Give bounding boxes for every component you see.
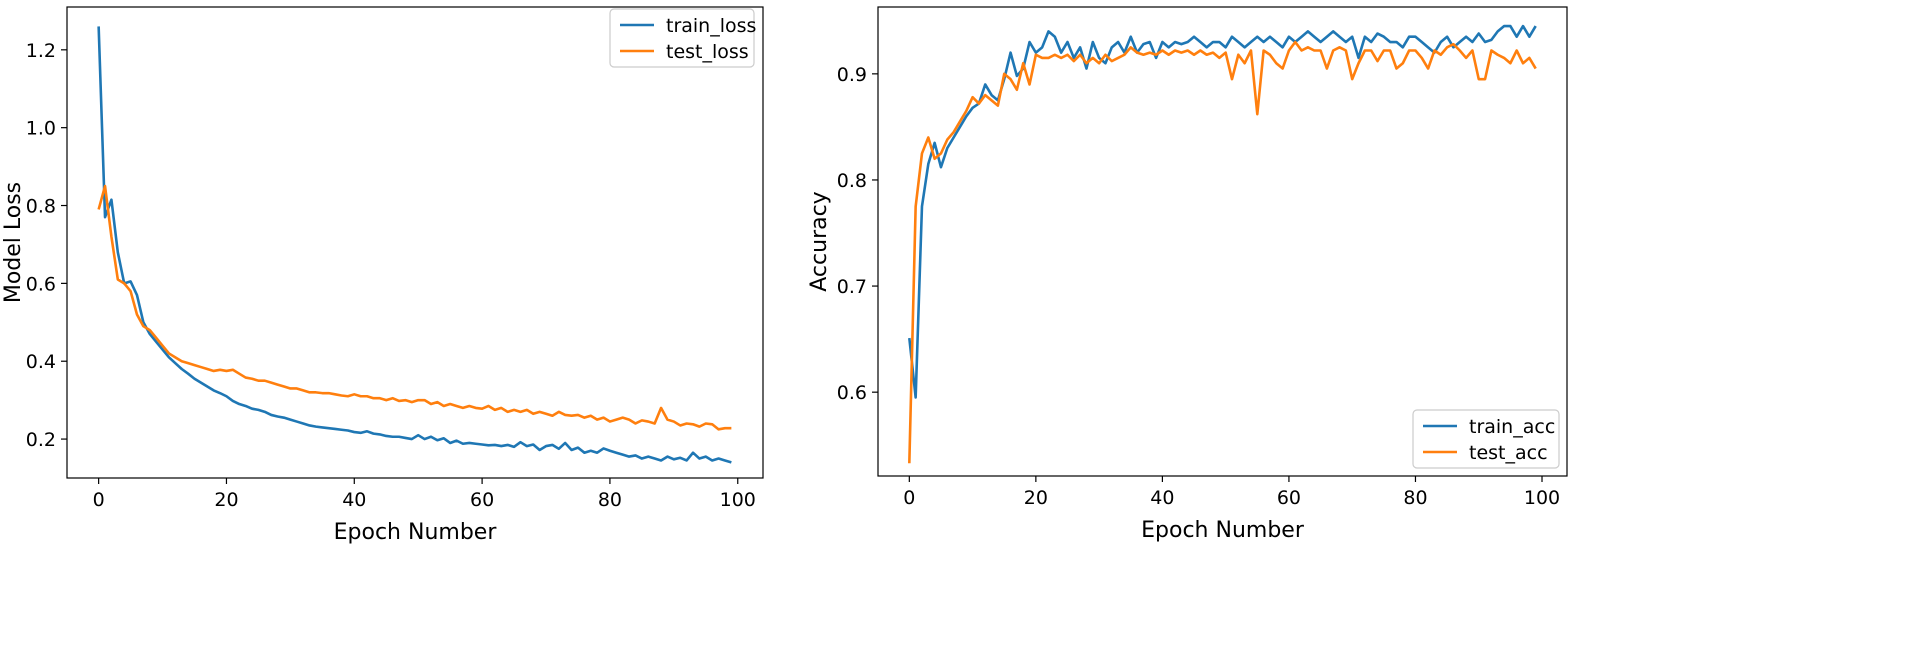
y-tick-label: 0.8: [26, 196, 56, 218]
y-tick-label: 1.0: [26, 118, 56, 140]
y-tick-label: 0.4: [26, 351, 56, 373]
y-axis-label: Accuracy: [807, 191, 832, 291]
x-tick-label: 60: [1277, 487, 1301, 509]
series-line-test_loss: [97, 184, 732, 431]
y-tick-label: 0.8: [837, 170, 867, 192]
x-tick-label: 40: [342, 489, 366, 511]
y-axis-label: Model Loss: [1, 182, 26, 303]
legend-label-test_loss: test_loss: [666, 41, 749, 63]
series-group: [908, 24, 1537, 464]
series-line-train_acc: [908, 24, 1537, 399]
x-tick-label: 60: [470, 489, 494, 511]
y-tick-label: 0.9: [837, 64, 867, 86]
y-tick-label: 0.6: [837, 382, 867, 404]
legend-label-train_acc: train_acc: [1469, 416, 1555, 438]
x-tick-label: 20: [214, 489, 238, 511]
plot-frame: [877, 6, 1568, 477]
loss-chart: 0 20 40 60 80 100 0.2 0.4 0.6 0.8 1.0 1.2 Epoch Numb…: [1, 6, 764, 545]
x-tick-label: 0: [903, 487, 915, 509]
legend-label-test_acc: test_acc: [1469, 442, 1548, 464]
x-tick-label: 20: [1024, 487, 1048, 509]
legend-label-train_loss: train_loss: [666, 15, 756, 37]
y-tick-label: 1.2: [26, 40, 56, 62]
x-tick-label: 80: [1403, 487, 1427, 509]
x-tick-label: 80: [598, 489, 622, 511]
series-group: [97, 26, 732, 464]
series-line-train_loss: [97, 26, 732, 464]
legend: train_acc test_acc: [1412, 409, 1560, 469]
x-tick-label: 0: [93, 489, 105, 511]
series-line-test_acc: [908, 40, 1537, 464]
x-tick-label: 40: [1150, 487, 1174, 509]
x-axis-label: Epoch Number: [1141, 518, 1305, 543]
x-axis-label: Epoch Number: [334, 520, 498, 545]
y-tick-label: 0.6: [26, 273, 56, 295]
y-tick-label: 0.7: [837, 276, 867, 298]
legend-box: [609, 8, 755, 68]
x-tick-label: 100: [720, 489, 756, 511]
legend: train_loss test_loss: [609, 8, 756, 68]
x-tick-label: 100: [1524, 487, 1560, 509]
legend-box: [1412, 409, 1560, 469]
plot-frame: [66, 6, 764, 479]
y-tick-label: 0.2: [26, 429, 56, 451]
accuracy-chart: 0 20 40 60 80 100 0.6 0.7 0.8 0.9 Epoch Number Accu…: [807, 6, 1568, 543]
